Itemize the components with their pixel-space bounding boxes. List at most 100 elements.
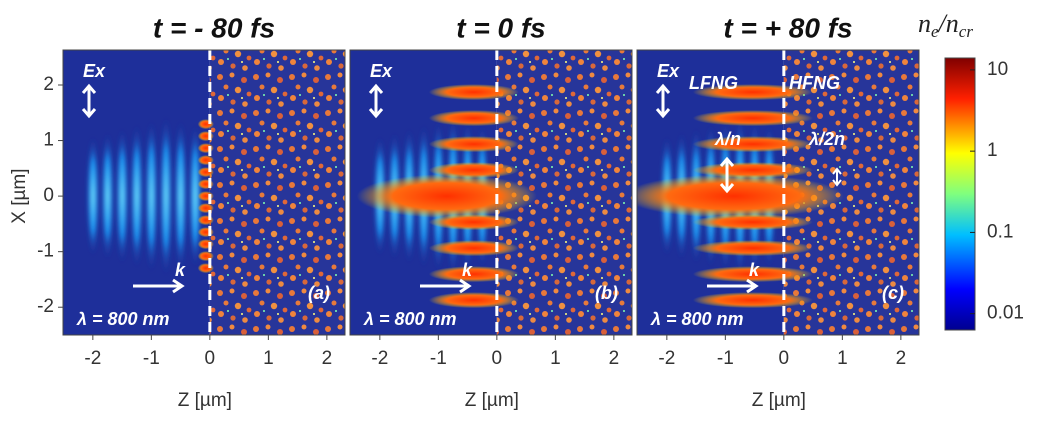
- laser-field: [87, 116, 202, 277]
- hot-core: [356, 174, 537, 219]
- panel-title: t = 0 fs: [456, 12, 545, 43]
- edge-spike: [197, 215, 214, 226]
- wave-stripe: [160, 116, 173, 277]
- edge-spike: [197, 203, 214, 214]
- x-tick-label: 1: [263, 348, 274, 369]
- x-tick-label: 2: [609, 348, 620, 369]
- x-axis-label: Z [µm]: [465, 390, 519, 411]
- polarization-arrow: [81, 83, 97, 119]
- x-tick-label: 2: [896, 348, 907, 369]
- colorbar-label-part: n: [918, 9, 931, 38]
- x-tick-label: -1: [143, 348, 160, 369]
- plasma-finger: [692, 110, 813, 127]
- annotation: k: [749, 260, 760, 280]
- plasma-finger: [428, 240, 519, 257]
- colorbar: [944, 57, 976, 331]
- colorbar-label-part: cr: [959, 22, 974, 41]
- x-axis-label: Z [µm]: [178, 390, 232, 411]
- edge-spike: [197, 239, 214, 250]
- annotation: (b): [595, 283, 618, 303]
- colorbar-tick-label: 0.1: [987, 221, 1013, 242]
- x-tick-label: -2: [658, 348, 675, 369]
- plot-frame: [349, 49, 633, 336]
- annotation: HFNG: [789, 73, 840, 93]
- x-axis-label: Z [µm]: [752, 390, 806, 411]
- colorbar-label-part: /n: [937, 9, 959, 38]
- edge-spike: [197, 167, 214, 178]
- plot-frame: [62, 49, 346, 336]
- x-tick-label: 2: [322, 348, 333, 369]
- annotation: λ = 800 nm: [650, 309, 744, 329]
- annotation: λ/n: [714, 129, 741, 149]
- propagation-arrow: [133, 278, 185, 294]
- edge-spike: [197, 263, 214, 274]
- annotation: (a): [308, 283, 330, 303]
- panel-title: t = + 80 fs: [723, 12, 852, 43]
- panel-title: t = - 80 fs: [153, 12, 275, 43]
- wave-stripe: [101, 132, 114, 261]
- plasma-finger: [428, 292, 519, 309]
- y-tick-label: 2: [43, 74, 54, 95]
- plasma-finger: [692, 162, 813, 179]
- x-tick-label: -2: [84, 348, 101, 369]
- heatmap-panel: [63, 50, 345, 335]
- y-tick-label: 1: [43, 130, 54, 151]
- edge-spike: [197, 179, 214, 190]
- y-tick-label: -1: [37, 241, 54, 262]
- plasma-finger: [692, 240, 813, 257]
- polarization-arrow: [655, 83, 671, 119]
- annotation: λ = 800 nm: [76, 309, 170, 329]
- plasma-finger: [428, 110, 519, 127]
- hot-core: [637, 174, 844, 219]
- annotation: (c): [882, 283, 904, 303]
- wave-stripe: [130, 124, 143, 269]
- wave-stripe: [116, 128, 129, 265]
- wave-stripe: [174, 120, 187, 273]
- plasma-finger: [692, 292, 813, 309]
- x-tick-label: 1: [550, 348, 561, 369]
- edge-spike: [197, 191, 214, 202]
- x-tick-label: -1: [430, 348, 447, 369]
- plasma-finger: [692, 214, 813, 231]
- edge-spike: [197, 131, 214, 142]
- annotation: Ex: [370, 61, 393, 81]
- plasma-finger: [428, 84, 519, 101]
- spacing-arrow: [832, 167, 842, 187]
- x-tick-label: -1: [717, 348, 734, 369]
- heatmap-panel: [350, 50, 632, 335]
- plasma-finger: [428, 136, 519, 153]
- spacing-arrow: [719, 156, 735, 194]
- y-tick-label: -2: [37, 296, 54, 317]
- x-tick-label: 0: [205, 348, 216, 369]
- y-tick-label: 0: [43, 185, 54, 206]
- annotation: LFNG: [689, 73, 738, 93]
- colorbar-label: ne/ncr: [918, 9, 973, 41]
- colorbar-tick-label: 10: [987, 59, 1008, 80]
- edge-spike: [197, 119, 214, 130]
- edge-spike: [197, 251, 214, 262]
- edge-spike: [197, 155, 214, 166]
- wave-stripe: [145, 120, 158, 273]
- plasma-finger: [428, 266, 519, 283]
- wave-stripe: [87, 136, 99, 257]
- annotation: k: [175, 260, 186, 280]
- plasma-finger: [428, 214, 519, 231]
- annotation: λ/2n: [808, 129, 845, 149]
- annotation: k: [462, 260, 473, 280]
- annotation: Ex: [83, 61, 106, 81]
- x-tick-label: -2: [371, 348, 388, 369]
- polarization-arrow: [368, 83, 384, 119]
- propagation-arrow: [707, 278, 759, 294]
- annotation: λ = 800 nm: [363, 309, 457, 329]
- colorbar-tick-label: 1: [987, 140, 998, 161]
- x-tick-label: 1: [837, 348, 848, 369]
- colorbar-label-part: e: [931, 22, 939, 41]
- plasma-region: [209, 50, 345, 335]
- y-axis-label: X [µm]: [9, 168, 30, 223]
- propagation-arrow: [420, 278, 472, 294]
- edge-spike: [197, 143, 214, 154]
- plot-frame: [636, 49, 920, 336]
- edge-spike: [197, 227, 214, 238]
- annotation: Ex: [657, 61, 680, 81]
